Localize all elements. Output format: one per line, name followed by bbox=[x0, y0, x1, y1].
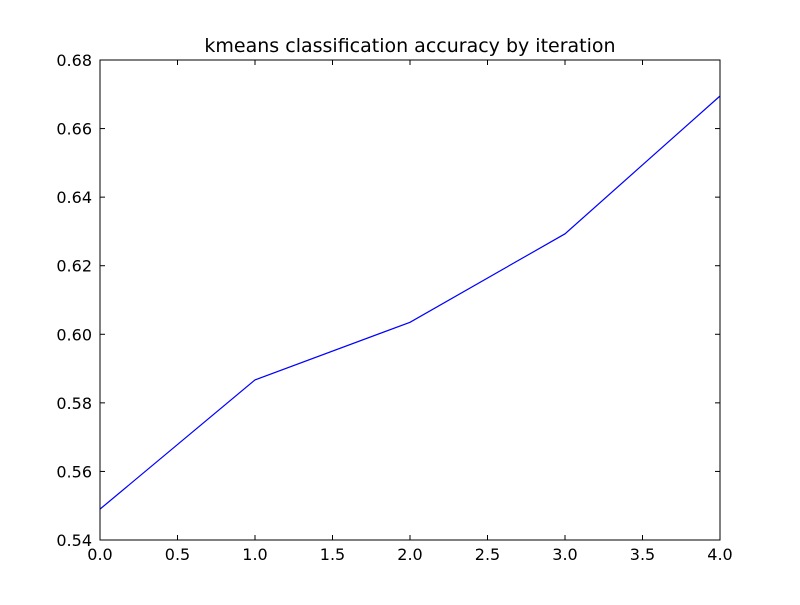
chart-title: kmeans classification accuracy by iterat… bbox=[204, 35, 615, 57]
x-tick-label: 1.0 bbox=[242, 545, 267, 564]
y-tick-label: 0.64 bbox=[56, 188, 92, 207]
series-layer bbox=[99, 95, 721, 510]
plot-area bbox=[100, 60, 720, 540]
series-line bbox=[99, 95, 721, 510]
x-tick-label: 0.5 bbox=[165, 545, 190, 564]
x-tick-label: 2.0 bbox=[397, 545, 422, 564]
x-tick-label: 3.5 bbox=[630, 545, 655, 564]
y-tick-label: 0.66 bbox=[56, 120, 92, 139]
x-tick-label: 4.0 bbox=[707, 545, 732, 564]
y-tick-label: 0.54 bbox=[56, 531, 92, 550]
y-tick-label: 0.68 bbox=[56, 51, 92, 70]
y-tick-label: 0.56 bbox=[56, 462, 92, 481]
y-axis: 0.54 0.56 0.58 0.60 0.62 0.64 0.66 0.68 bbox=[56, 51, 720, 550]
plot-frame bbox=[99, 59, 721, 541]
x-tick-label: 3.0 bbox=[552, 545, 577, 564]
y-tick-label: 0.58 bbox=[56, 394, 92, 413]
x-tick-label: 1.5 bbox=[320, 545, 345, 564]
y-tick-label: 0.60 bbox=[56, 325, 92, 344]
x-tick-label: 2.5 bbox=[475, 545, 500, 564]
y-tick-label: 0.62 bbox=[56, 257, 92, 276]
x-tick-label: 0.0 bbox=[87, 545, 112, 564]
x-axis: 0.0 0.5 1.0 1.5 2.0 2.5 3.0 3.5 4.0 bbox=[87, 60, 733, 564]
